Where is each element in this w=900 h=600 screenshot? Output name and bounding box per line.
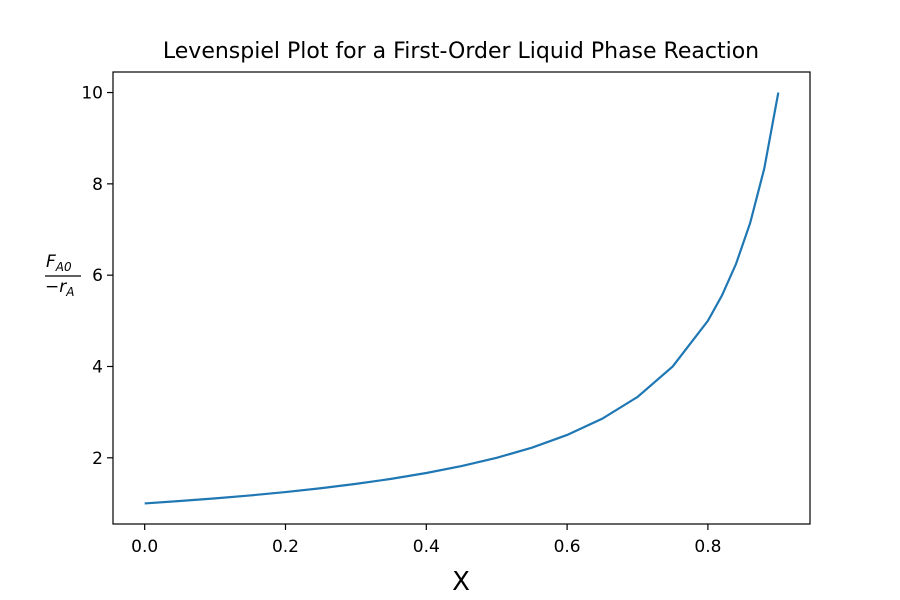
series-line [144, 92, 780, 505]
chart-title: Levenspiel Plot for a First-Order Liquid… [163, 39, 759, 64]
x-axis-ticks: 0.0 0.2 0.4 0.6 0.8 [131, 524, 721, 557]
x-tick-label: 0.0 [131, 537, 158, 557]
y-axis-label-denominator-main: −r [45, 277, 67, 297]
y-axis-label-numerator: FA0 [46, 252, 72, 274]
x-tick-label: 0.6 [554, 537, 581, 557]
y-axis-label: FA0 −rA [45, 252, 81, 299]
y-axis-ticks: 2 4 6 8 10 [81, 84, 113, 469]
y-tick-label: 6 [92, 266, 103, 286]
x-axis-label: X [452, 567, 470, 597]
y-tick-label: 4 [92, 357, 103, 377]
plot-frame [112, 71, 811, 525]
y-axis-label-denominator: −rA [45, 277, 74, 299]
x-tick-label: 0.2 [272, 537, 299, 557]
x-tick-label: 0.4 [413, 537, 440, 557]
y-tick-label: 10 [81, 84, 103, 104]
y-axis-label-denominator-sub: A [65, 285, 74, 299]
y-axis-label-numerator-main: F [46, 252, 56, 272]
y-tick-label: 8 [92, 175, 103, 195]
x-tick-label: 0.8 [694, 537, 721, 557]
y-tick-label: 2 [92, 449, 103, 469]
y-axis-label-numerator-sub: A0 [55, 260, 72, 274]
